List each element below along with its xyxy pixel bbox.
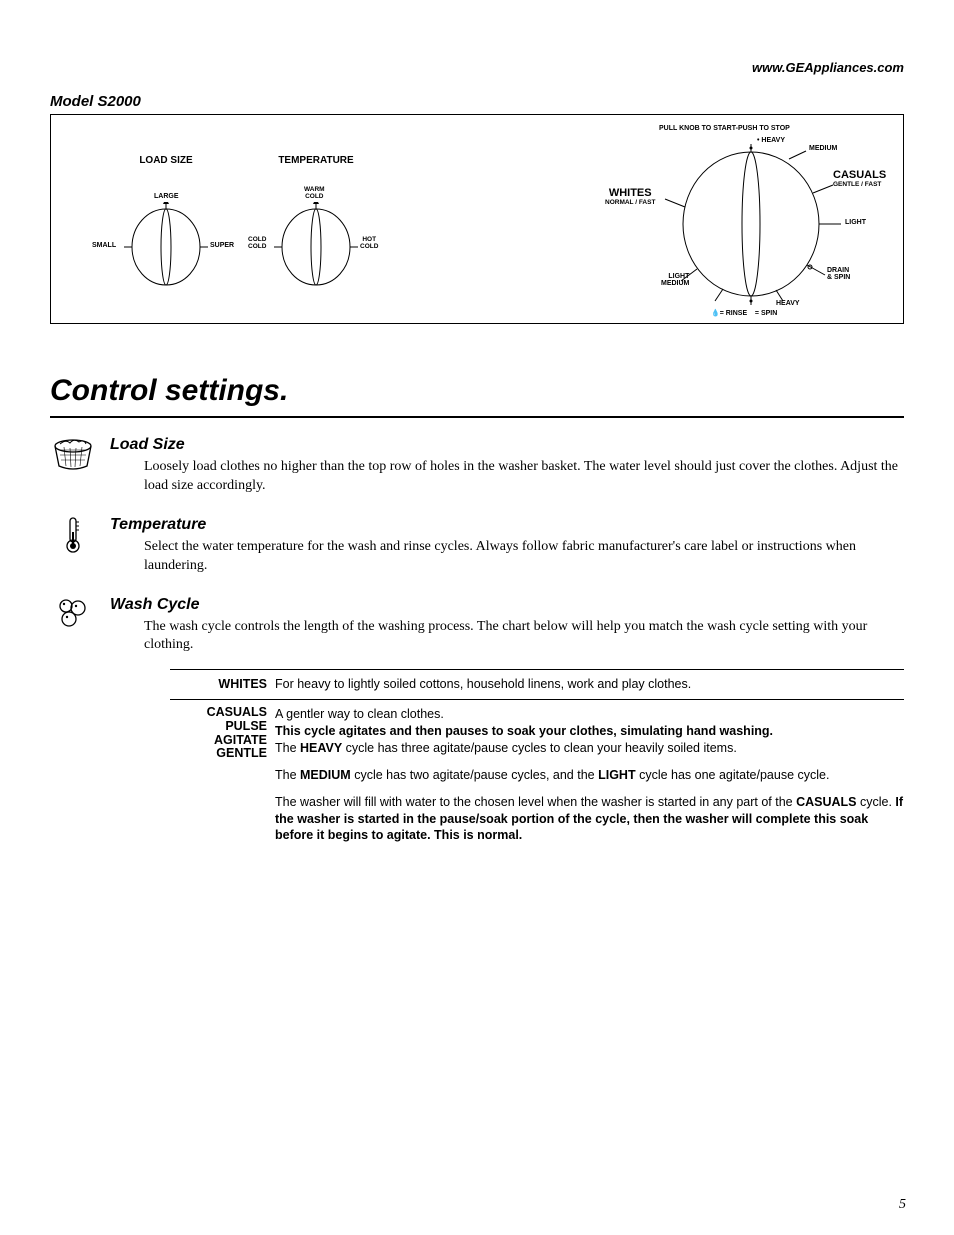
whites-label: WHITES — [170, 676, 275, 693]
model-label: Model S2000 — [50, 93, 904, 110]
row-casuals: CASUALS PULSE AGITATE GENTLE A gentler w… — [170, 700, 904, 850]
page-title: Control settings. — [50, 374, 904, 408]
control-panel-diagram: PULL KNOB TO START-PUSH TO STOP LOAD SIZ… — [50, 114, 904, 324]
thermometer-icon — [62, 516, 84, 554]
header-url: www.GEAppliances.com — [50, 60, 904, 75]
casuals-labels: CASUALS PULSE AGITATE GENTLE — [170, 706, 275, 844]
panel-instruction: PULL KNOB TO START-PUSH TO STOP — [659, 125, 790, 132]
row-whites: WHITES For heavy to lightly soiled cotto… — [170, 670, 904, 700]
cycle-whites: WHITES NORMAL / FAST — [605, 187, 655, 206]
bubbles-icon — [56, 596, 90, 630]
page-number: 5 — [899, 1197, 906, 1213]
temp-right: HOT COLD — [360, 236, 378, 250]
basket-icon — [52, 436, 94, 470]
temperature-text: Select the water temperature for the was… — [144, 538, 904, 576]
temp-title: TEMPERATURE — [246, 155, 386, 166]
cycle-light-medium: LIGHT MEDIUM — [661, 273, 689, 287]
loadsize-super: SUPER — [210, 242, 234, 249]
title-rule — [50, 416, 904, 418]
casuals-desc: A gentler way to clean clothes. This cyc… — [275, 706, 904, 844]
cycle-drain: DRAIN & SPIN — [827, 267, 850, 281]
loadsize-title: LOAD SIZE — [106, 155, 226, 166]
section-wash-cycle: Wash Cycle The wash cycle controls the l… — [50, 596, 904, 851]
temp-top: WARM COLD — [304, 186, 325, 200]
load-size-title: Load Size — [110, 436, 904, 454]
temp-left: COLD COLD — [248, 236, 266, 250]
whites-desc: For heavy to lightly soiled cottons, hou… — [275, 676, 904, 693]
load-size-text: Loosely load clothes no higher than the … — [144, 458, 904, 496]
loadsize-dial-icon — [106, 202, 226, 292]
cycle-legend: 💧= RINSE = SPIN — [711, 309, 777, 317]
cycle-heavy-top: • HEAVY — [757, 137, 785, 144]
loadsize-small: SMALL — [92, 242, 116, 249]
temperature-title: Temperature — [110, 516, 904, 534]
cycle-casuals: CASUALS GENTLE / FAST — [833, 169, 886, 188]
loadsize-large: LARGE — [154, 193, 179, 200]
cycle-table: WHITES For heavy to lightly soiled cotto… — [170, 669, 904, 850]
wash-cycle-text: The wash cycle controls the length of th… — [144, 618, 904, 656]
cycle-light: LIGHT — [845, 219, 866, 226]
cycle-heavy-bottom: HEAVY — [776, 300, 800, 307]
wash-cycle-title: Wash Cycle — [110, 596, 904, 614]
cycle-medium: MEDIUM — [809, 145, 837, 152]
section-temperature: Temperature Select the water temperature… — [50, 516, 904, 590]
section-load-size: Load Size Loosely load clothes no higher… — [50, 436, 904, 510]
